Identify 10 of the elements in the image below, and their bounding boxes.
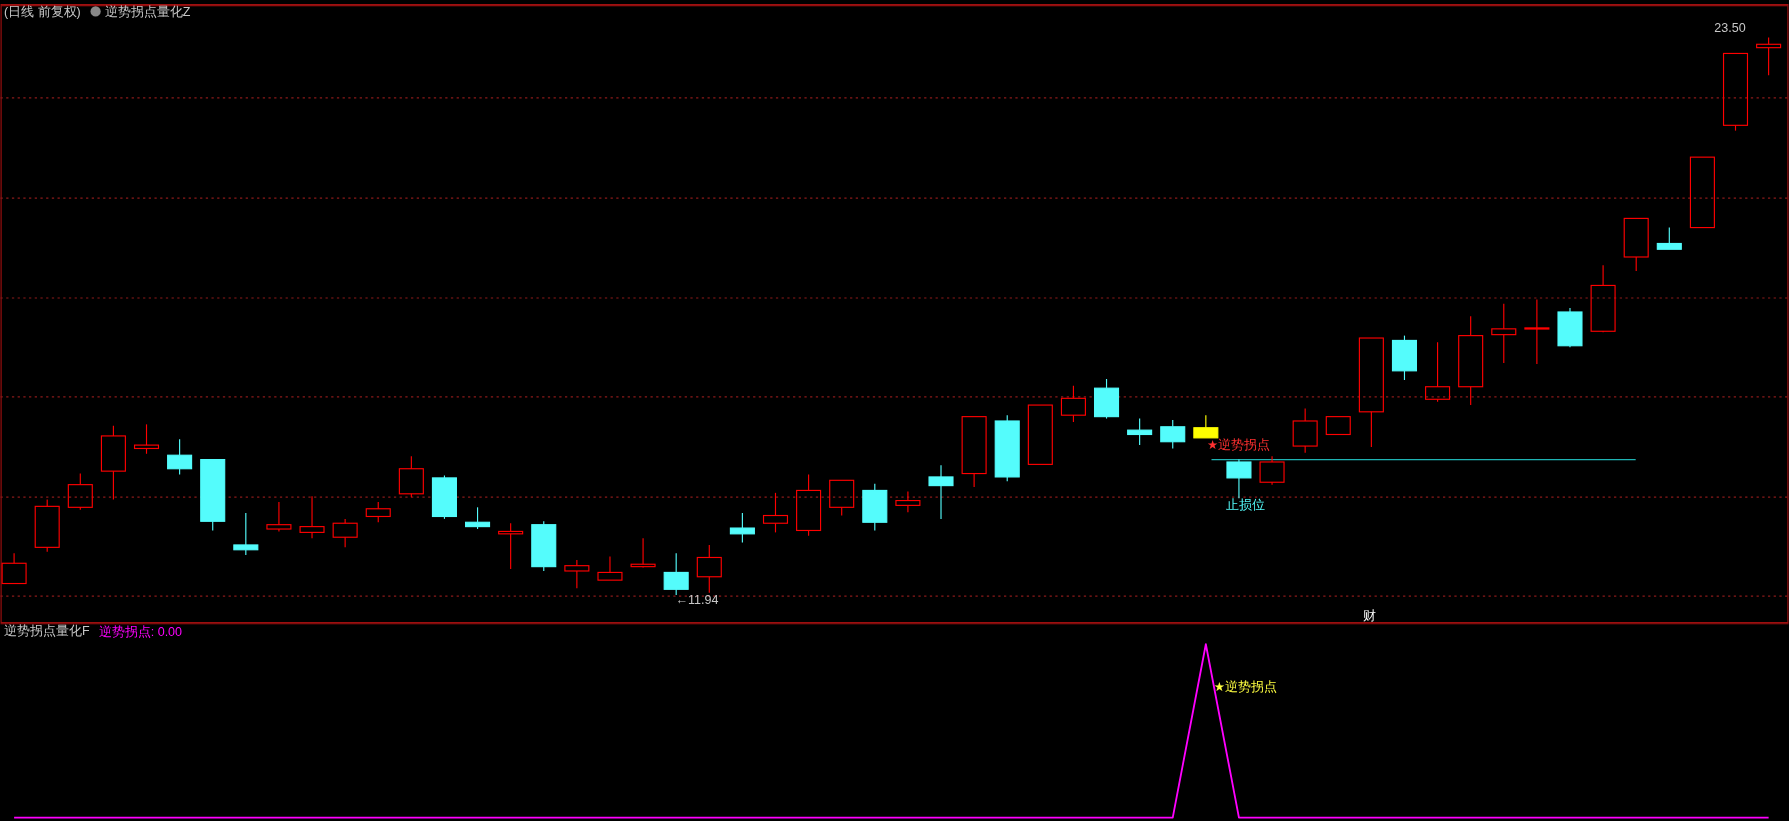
chart-title: (日线 前复权) — [3, 4, 81, 19]
annotation: 止损位 — [1226, 497, 1266, 512]
annotation: ★逆势拐点 — [1213, 680, 1278, 695]
annotation: 23.50 — [1714, 20, 1746, 35]
annotation: 财 — [1363, 609, 1377, 624]
text: 逆势拐点: 0.00 — [98, 625, 183, 640]
chart-subtitle: 逆势拐点量化Z — [104, 4, 191, 19]
chart-title: 逆势拐点量化F — [3, 624, 90, 639]
annotation: ★逆势拐点 — [1206, 438, 1271, 453]
annotation: ←11.94 — [675, 593, 719, 608]
